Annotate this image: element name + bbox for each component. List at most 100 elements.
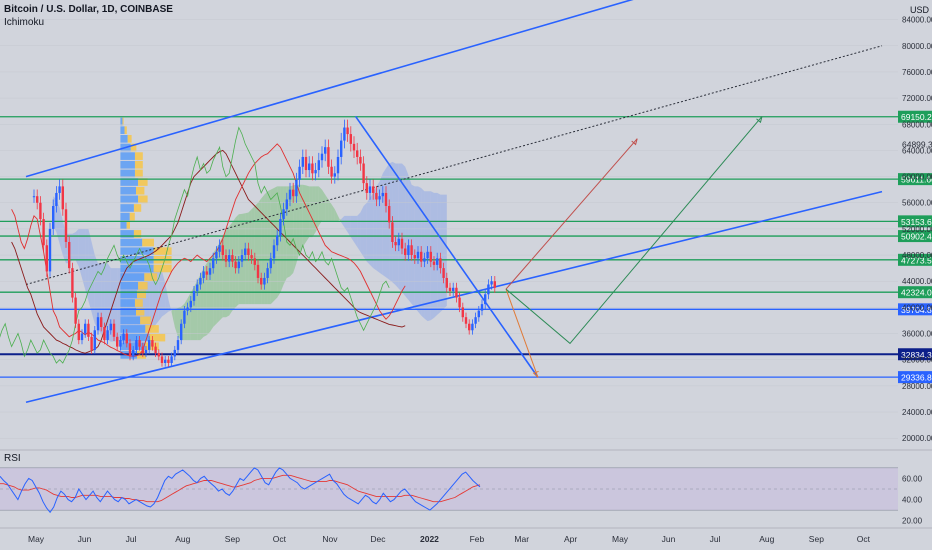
candle-body [138,340,141,347]
candle-body [336,156,340,174]
price-tick-label[interactable]: 68000.00 [902,120,932,129]
cloud-segment [325,194,329,221]
cloud-segment [72,232,76,260]
candle-body [173,349,176,357]
price-tick-label[interactable]: 36000.00 [902,330,932,339]
price-level-label[interactable]: 39704.88 [901,305,932,315]
cloud-segment [354,215,358,247]
volume-profile-bar [124,126,127,135]
time-tick-label[interactable]: Aug [759,534,774,544]
candle-body [276,235,279,246]
price-tick-label[interactable]: 52000.00 [902,225,932,234]
cloud-segment [174,308,178,337]
time-tick-label[interactable]: Jun [78,534,92,544]
candle-body [237,261,240,269]
time-tick-label[interactable]: Oct [857,534,871,544]
volume-profile-bar [120,221,127,230]
time-tick-label[interactable]: Nov [322,534,338,544]
candle-body [160,356,164,363]
volume-profile-bar [120,126,125,135]
time-tick-label[interactable]: Jun [662,534,676,544]
cloud-segment [219,236,223,321]
volume-profile-bar [120,264,154,273]
candle-body [263,277,266,285]
candle-body [196,284,199,292]
price-grid [0,19,898,439]
candle-body [464,317,468,324]
price-level-label[interactable]: 42324.00 [901,288,932,298]
last-price-label[interactable]: 64899.32 [902,140,932,150]
price-tick-label[interactable]: 84000.00 [902,16,932,25]
price-tick-label[interactable]: 80000.00 [902,42,932,51]
candle-body [372,186,375,193]
time-tick-label[interactable]: Sep [225,534,240,544]
price-tick-label[interactable]: 20000.00 [902,434,932,443]
candle-body [388,206,391,223]
indicator-label[interactable]: Ichimoku [4,17,45,28]
cloud-segment [200,268,204,341]
rsi-ma-line [0,474,481,503]
rsi-tick-label[interactable]: 60.00 [902,474,923,483]
price-tick-label[interactable]: 72000.00 [902,94,932,103]
rsi-tick-label[interactable]: 40.00 [902,496,923,505]
time-tick-label[interactable]: Jul [126,534,137,544]
price-tick-label[interactable]: 76000.00 [902,68,932,77]
candle-body [327,147,330,167]
volume-profile-bar [129,212,135,221]
price-axis[interactable]: 69150.23 59611.60 53153.62 50902.41 47273.58… [898,16,932,526]
price-level-label[interactable]: 47273.58 [901,255,932,265]
candle-body [247,248,250,256]
price-level-label[interactable]: 59611.60 [901,175,932,185]
price-tick-label[interactable]: 28000.00 [902,382,932,391]
volume-profile-bar [120,135,128,143]
time-tick-label[interactable]: May [28,534,45,544]
volume-profile-bar [120,178,139,186]
time-tick-label[interactable]: Jul [710,534,721,544]
price-level-label[interactable]: 29336.80 [901,373,932,383]
price-tick-label[interactable]: 44000.00 [902,277,932,286]
time-tick-label[interactable]: Oct [273,534,287,544]
price-level-label[interactable]: 32834.35 [901,350,932,360]
symbol-title[interactable]: Bitcoin / U.S. Dollar, 1D, COINBASE [4,4,173,15]
time-tick-label[interactable]: Sep [809,534,824,544]
rsi-label[interactable]: RSI [4,453,21,464]
price-level-label[interactable]: 50902.41 [901,232,932,242]
candle-body [404,248,407,256]
volume-profile-bar [136,307,145,316]
cloud-segment [312,186,316,238]
price-tick-label[interactable]: 24000.00 [902,408,932,417]
projection-paths[interactable] [505,116,763,378]
rsi-pane[interactable] [0,449,932,514]
price-tick-label[interactable]: 48000.00 [902,251,932,260]
time-axis[interactable]: May Jun Jul Aug Sep Oct Nov Dec 2022 Feb Mar Apr May… [0,527,932,544]
horizontal-levels[interactable] [0,116,898,378]
rsi-tick-label[interactable]: 20.00 [902,517,923,526]
cloud-segment [344,215,348,233]
price-tick-label[interactable]: 32000.00 [902,356,932,365]
time-tick-label[interactable]: Mar [514,534,529,544]
cloud-segment [232,217,236,311]
price-level-label[interactable]: 69150.23 [901,112,932,122]
volume-profile-bar [130,143,137,152]
price-tick-label[interactable]: 60000.00 [902,173,932,182]
time-tick-label[interactable]: Feb [470,534,485,544]
price-level-label[interactable]: 53153.62 [901,217,932,227]
price-tick-label[interactable]: 40000.00 [902,303,932,312]
price-tick-label[interactable]: 64000.00 [902,146,932,155]
candles[interactable] [32,119,496,367]
kijun-line [11,149,406,354]
cloud-segment [309,186,313,238]
time-tick-label[interactable]: Aug [175,534,190,544]
cloud-segment [245,212,249,305]
volume-profile-bar [134,152,143,160]
candle-body [461,307,464,318]
candle-body [48,228,52,272]
time-tick-label[interactable]: Dec [370,534,386,544]
price-tick-label[interactable]: 56000.00 [902,199,932,208]
price-level-tag [898,348,932,361]
time-tick-label[interactable]: Apr [564,534,577,544]
time-tick-label[interactable]: 2022 [420,534,439,544]
candle-body [32,196,36,198]
time-tick-label[interactable]: May [612,534,629,544]
